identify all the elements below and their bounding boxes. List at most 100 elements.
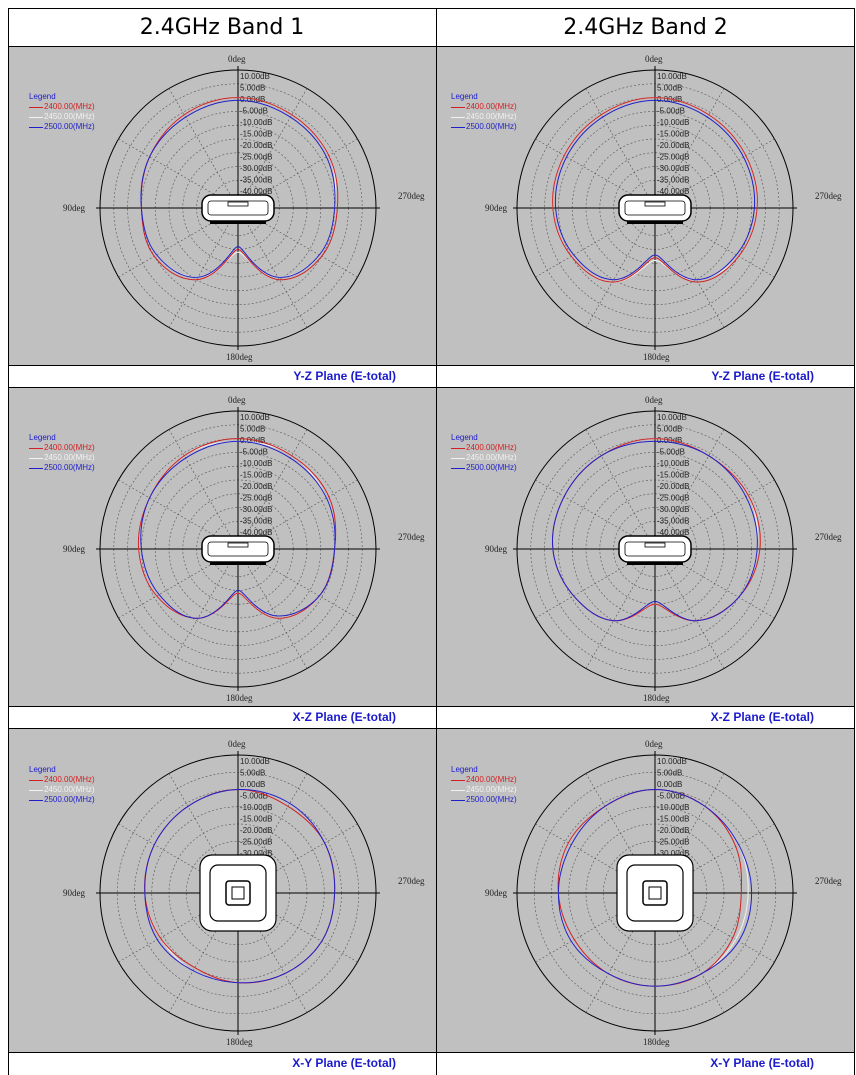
- ring-label: -25.00dB: [657, 838, 689, 847]
- angle-label: 0deg: [645, 54, 663, 64]
- ring-label: -20.00dB: [240, 826, 272, 835]
- polar-plot-svg: 10.00dB 5.00dB 0.00dB -5.00dB -10.00dB -15.00…: [63, 54, 425, 362]
- device-illustration: [201, 535, 275, 565]
- series-line-250000: [557, 789, 753, 987]
- grid-spoke: [585, 548, 656, 669]
- legend-entry: 2400.00(MHz): [451, 443, 517, 453]
- series-line-250000: [140, 440, 336, 619]
- polar-plot-svg: 10.00dB 5.00dB 0.00dB -5.00dB -10.00dB -15.00…: [485, 739, 842, 1047]
- legend-label: 2500.00(MHz): [44, 463, 95, 472]
- legend-label: 2500.00(MHz): [466, 795, 517, 804]
- ring-label: -15.00dB: [657, 471, 689, 480]
- series-line-250000: [144, 789, 336, 984]
- table-border-right: [854, 8, 855, 1075]
- legend-label: 2500.00(MHz): [44, 795, 95, 804]
- angle-label: 90deg: [63, 203, 85, 213]
- grid-spoke: [535, 823, 656, 894]
- ring-label: -35.00dB: [657, 517, 689, 526]
- legend-title: Legend: [451, 433, 478, 442]
- grid-spoke: [535, 479, 656, 550]
- legend-title: Legend: [451, 765, 478, 774]
- plane-caption: Y-Z Plane (E-total): [9, 365, 436, 387]
- grid-spoke: [585, 429, 656, 550]
- device-illustration: [618, 535, 692, 565]
- legend-entry: 2500.00(MHz): [29, 122, 95, 132]
- ring-label: 10.00dB: [657, 413, 687, 422]
- angle-label: 180deg: [226, 693, 253, 703]
- legend-title: Legend: [29, 92, 56, 101]
- ring-label: -25.00dB: [240, 153, 272, 162]
- grid-spoke: [237, 207, 308, 328]
- plane-caption: X-Z Plane (E-total): [9, 706, 436, 728]
- legend-label: 2450.00(MHz): [466, 453, 517, 462]
- ring-label: -40.00dB: [657, 528, 689, 537]
- legend-entry: 2400.00(MHz): [29, 443, 95, 453]
- grid-spoke: [654, 88, 725, 209]
- ring-label: -10.00dB: [240, 803, 272, 812]
- polar-plot-svg: 10.00dB 5.00dB 0.00dB -5.00dB -10.00dB -15.00…: [485, 395, 842, 703]
- legend-label: 2400.00(MHz): [44, 102, 95, 111]
- angle-label: 180deg: [643, 1037, 670, 1047]
- legend-label: 2450.00(MHz): [466, 785, 517, 794]
- polar-chart-2-1: 10.00dB 5.00dB 0.00dB -5.00dB -10.00dB -15.00…: [9, 388, 436, 706]
- ring-label: 0.00dB: [240, 95, 265, 104]
- legend-entry: 2500.00(MHz): [451, 463, 517, 473]
- ring-label: -20.00dB: [657, 141, 689, 150]
- legend-swatch: [29, 467, 43, 469]
- polar-plot-svg: 10.00dB 5.00dB 0.00dB -5.00dB -10.00dB -15.00…: [63, 395, 425, 703]
- ring-label: 5.00dB: [240, 425, 265, 434]
- legend-swatch: [451, 789, 465, 791]
- grid-spoke: [237, 88, 308, 209]
- grid-spoke: [585, 892, 656, 1013]
- legend-swatch: [29, 779, 43, 781]
- ring-label: -10.00dB: [657, 118, 689, 127]
- grid-spoke: [585, 207, 656, 328]
- ring-label: -15.00dB: [240, 815, 272, 824]
- legend-label: 2450.00(MHz): [44, 112, 95, 121]
- band2-header: 2.4GHz Band 2: [563, 14, 728, 40]
- legend: Legend 2400.00(MHz) 2450.00(MHz) 2500.00(MH…: [29, 765, 95, 805]
- legend-entry: 2450.00(MHz): [29, 453, 95, 463]
- grid-spoke: [654, 548, 775, 619]
- angle-label: 90deg: [63, 544, 85, 554]
- row-divider: [8, 706, 855, 707]
- ring-label: -15.00dB: [240, 130, 272, 139]
- plane-caption: X-Y Plane (E-total): [9, 1052, 436, 1074]
- table-divider: [436, 8, 437, 1075]
- grid-spoke: [237, 138, 358, 209]
- grid-spoke: [654, 479, 775, 550]
- grid-spoke: [237, 892, 358, 963]
- legend-entry: 2450.00(MHz): [451, 785, 517, 795]
- polar-chart-1-2: 10.00dB 5.00dB 0.00dB -5.00dB -10.00dB -15.00…: [437, 47, 854, 365]
- legend-entry: 2400.00(MHz): [29, 775, 95, 785]
- legend-label: 2500.00(MHz): [466, 122, 517, 131]
- grid-spoke: [237, 823, 358, 894]
- legend-title: Legend: [451, 92, 478, 101]
- grid-spoke: [168, 88, 239, 209]
- grid-spoke: [535, 207, 656, 278]
- ring-label: -10.00dB: [240, 118, 272, 127]
- angle-label: 180deg: [226, 1037, 253, 1047]
- ring-label: 5.00dB: [240, 769, 265, 778]
- ring-label: 0.00dB: [240, 436, 265, 445]
- ring-label: -5.00dB: [240, 107, 268, 116]
- angle-label: 180deg: [226, 352, 253, 362]
- ring-label: 5.00dB: [657, 84, 682, 93]
- grid-spoke: [585, 773, 656, 894]
- grid-spoke: [118, 823, 239, 894]
- legend-entry: 2450.00(MHz): [451, 453, 517, 463]
- grid-spoke: [585, 88, 656, 209]
- angle-label: 90deg: [485, 203, 507, 213]
- ring-label: -35.00dB: [657, 176, 689, 185]
- angle-label: 180deg: [643, 352, 670, 362]
- grid-spoke: [168, 429, 239, 550]
- ring-label: -25.00dB: [657, 153, 689, 162]
- angle-label: 0deg: [228, 739, 246, 749]
- device-illustration: [616, 854, 694, 932]
- grid-spoke: [118, 892, 239, 963]
- grid-spoke: [168, 207, 239, 328]
- grid-spoke: [237, 548, 358, 619]
- ring-label: -5.00dB: [240, 792, 268, 801]
- legend-swatch: [29, 799, 43, 801]
- angle-label: 270deg: [398, 532, 425, 542]
